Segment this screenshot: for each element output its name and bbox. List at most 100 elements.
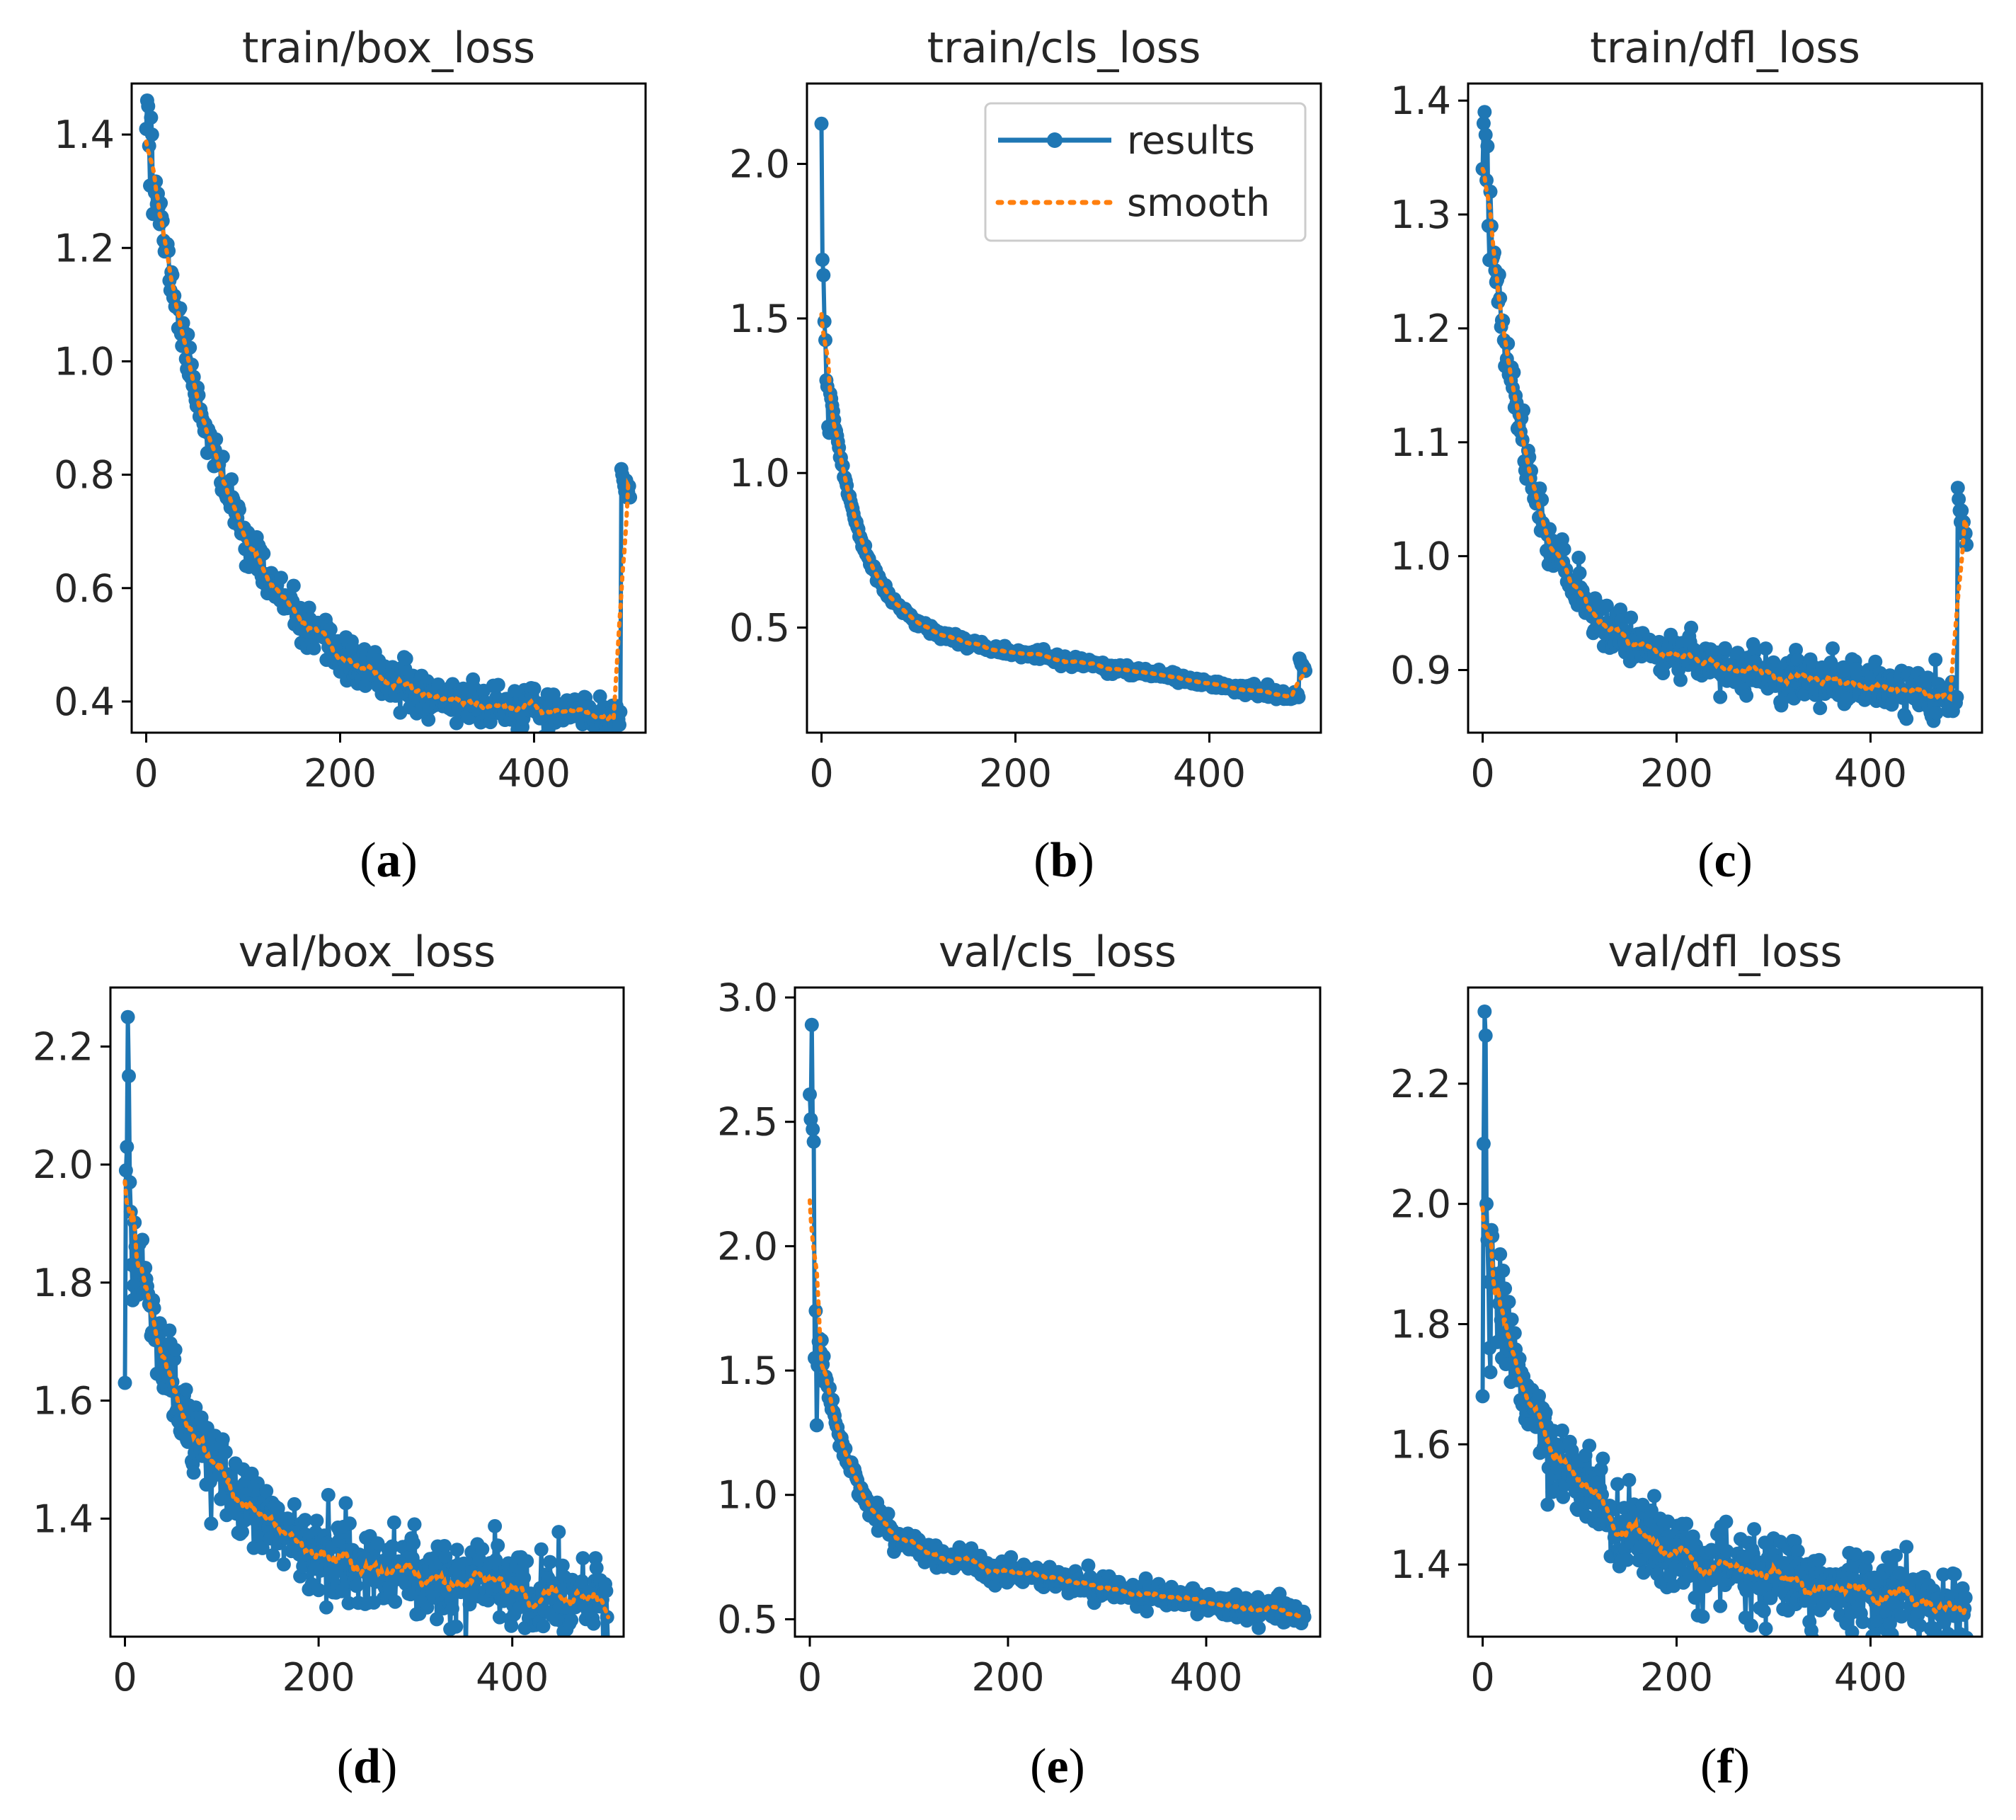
results-point bbox=[215, 1432, 230, 1447]
results-point bbox=[437, 1539, 452, 1553]
panel-caption: (c) bbox=[1697, 833, 1753, 888]
results-point bbox=[1865, 1629, 1880, 1637]
results-point bbox=[543, 1555, 557, 1569]
legend-label-smooth: smooth bbox=[1127, 181, 1270, 225]
results-point bbox=[1739, 688, 1754, 703]
results-point bbox=[399, 651, 413, 666]
plot-area bbox=[803, 1017, 1312, 1635]
results-point bbox=[323, 622, 338, 637]
panel-caption: (d) bbox=[337, 1739, 398, 1794]
results-point bbox=[1480, 139, 1495, 154]
results-point bbox=[1912, 1653, 1926, 1667]
results-point bbox=[1858, 1561, 1873, 1575]
results-point bbox=[599, 1584, 614, 1598]
results-point bbox=[321, 1487, 336, 1502]
results-point bbox=[881, 1506, 895, 1521]
results-point bbox=[1613, 602, 1628, 617]
results-point bbox=[309, 1513, 324, 1528]
plot-area bbox=[139, 93, 638, 733]
results-point bbox=[1884, 1627, 1899, 1637]
y-tick-label: 1.2 bbox=[1390, 307, 1451, 351]
results-point bbox=[370, 1536, 385, 1551]
results-point bbox=[421, 712, 436, 727]
y-tick-label: 2.0 bbox=[729, 142, 790, 187]
results-point bbox=[612, 717, 626, 732]
results-point bbox=[1947, 1567, 1962, 1581]
chart-panel-c: train/dfl_loss 0 200 400 0.9 1.0 1.1 1.2 1.3 1.4 (… bbox=[1390, 23, 1983, 888]
chart-title: train/dfl_loss bbox=[1590, 23, 1860, 73]
results-point bbox=[586, 1616, 601, 1631]
results-point bbox=[1682, 1569, 1697, 1584]
results-point bbox=[186, 1465, 201, 1480]
results-line bbox=[144, 98, 633, 733]
results-point bbox=[1913, 1618, 1928, 1633]
results-point bbox=[204, 1516, 219, 1531]
results-point bbox=[1713, 1598, 1728, 1613]
results-point bbox=[1647, 1489, 1661, 1504]
x-tick-label: 0 bbox=[134, 751, 158, 796]
panel-caption: (b) bbox=[1033, 833, 1094, 888]
results-point bbox=[438, 1550, 453, 1564]
results-point bbox=[816, 268, 831, 282]
results-point bbox=[118, 1163, 133, 1178]
results-point bbox=[488, 1518, 503, 1533]
results-point bbox=[1695, 1609, 1710, 1624]
y-tick-label: 1.4 bbox=[54, 113, 115, 157]
results-point bbox=[1557, 542, 1571, 556]
results-point bbox=[1599, 598, 1614, 613]
results-point bbox=[385, 1539, 400, 1554]
results-point bbox=[623, 490, 638, 505]
y-tick-label: 1.8 bbox=[33, 1261, 93, 1305]
results-point bbox=[255, 1540, 270, 1555]
results-point bbox=[1855, 1615, 1870, 1630]
results-point bbox=[218, 1445, 233, 1460]
results-point bbox=[1571, 550, 1586, 565]
results-point bbox=[120, 1140, 134, 1155]
results-point bbox=[406, 1536, 421, 1551]
results-point bbox=[307, 641, 321, 656]
results-point bbox=[1596, 1451, 1610, 1466]
results-point bbox=[1713, 689, 1728, 704]
results-point bbox=[1959, 1630, 1974, 1637]
y-tick-label: 0.9 bbox=[1390, 648, 1451, 693]
results-point bbox=[1860, 1550, 1875, 1565]
y-tick-label: 2.2 bbox=[33, 1024, 93, 1069]
results-point bbox=[1684, 620, 1699, 635]
results-point bbox=[1886, 1597, 1901, 1612]
results-point bbox=[1610, 1477, 1625, 1492]
chart-panel-a: train/box_loss 0 200 400 0.4 0.6 0.8 1.0 1.2 1.4 (… bbox=[54, 23, 647, 888]
plot-area bbox=[1475, 1005, 1974, 1667]
caption-letter: f bbox=[1717, 1739, 1734, 1794]
results-point bbox=[488, 1552, 503, 1567]
results-point bbox=[1899, 1540, 1914, 1555]
results-point bbox=[1679, 1516, 1694, 1531]
results-point bbox=[1950, 481, 1965, 496]
smooth-line bbox=[808, 1198, 1307, 1620]
y-tick-label: 1.0 bbox=[1390, 534, 1451, 579]
results-point bbox=[1797, 687, 1812, 702]
results-point bbox=[1949, 1639, 1964, 1653]
results-point bbox=[806, 1134, 821, 1149]
x-tick-label: 200 bbox=[971, 1655, 1044, 1700]
results-point bbox=[1496, 1264, 1511, 1278]
y-tick-label: 2.0 bbox=[1390, 1182, 1451, 1227]
results-point bbox=[1747, 1522, 1762, 1537]
results-point bbox=[1952, 492, 1966, 507]
results-point bbox=[816, 1349, 831, 1363]
axes-frame bbox=[130, 82, 647, 734]
results-point bbox=[575, 1574, 590, 1589]
results-point bbox=[235, 1525, 249, 1540]
results-point bbox=[1554, 1423, 1569, 1438]
results-point bbox=[492, 1610, 507, 1625]
x-tick-label: 400 bbox=[498, 751, 571, 796]
results-point bbox=[534, 1542, 549, 1557]
results-point bbox=[296, 1559, 311, 1574]
results-point bbox=[178, 1383, 193, 1397]
axes-frame bbox=[794, 986, 1322, 1638]
x-tick-label: 400 bbox=[1834, 1655, 1907, 1700]
results-point bbox=[809, 1418, 824, 1433]
y-tick-label: 0.6 bbox=[54, 566, 115, 611]
y-tick-label: 1.4 bbox=[33, 1496, 93, 1541]
results-point bbox=[1477, 105, 1492, 120]
